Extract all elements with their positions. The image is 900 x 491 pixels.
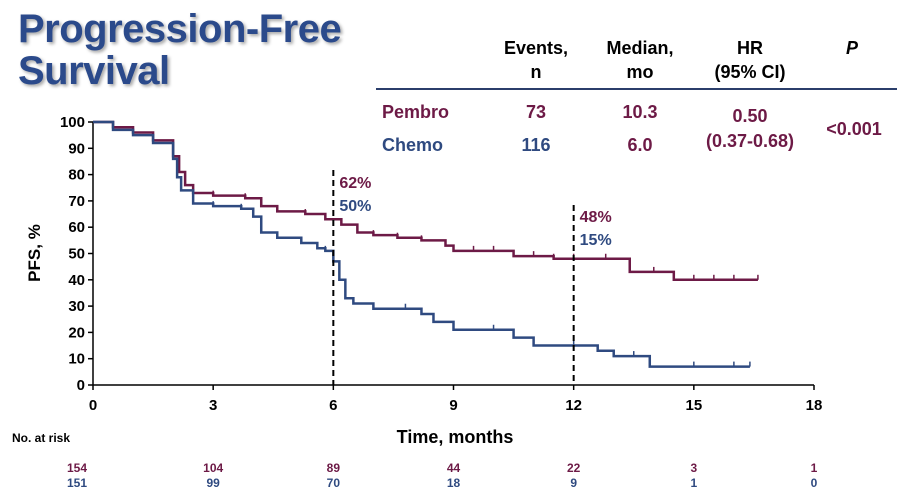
at-risk-pembro-9: 44	[446, 461, 461, 475]
series-pembro-curve	[93, 120, 758, 282]
at-risk-chemo-18: 0	[810, 476, 818, 490]
at-risk-pembro-15: 3	[690, 461, 698, 475]
y-tick-label: 90	[68, 140, 85, 157]
y-tick-label: 10	[68, 351, 85, 368]
at-risk-chemo-12: 9	[570, 476, 577, 490]
at-risk-pembro-3: 104	[203, 461, 224, 475]
row-pembro-median: 10.3	[622, 102, 658, 122]
x-tick-label: 6	[329, 397, 337, 414]
at-risk-chemo-15: 1	[690, 476, 698, 490]
row-chemo-arm: Chemo	[382, 135, 444, 155]
hr-value: 0.50	[732, 106, 768, 126]
tick-layer: 0 10 20 30 40 50 60 70 80 90 100 0 3 6 9 12 15 18	[60, 114, 822, 414]
y-tick-label: 40	[68, 272, 85, 289]
landmark-label: 15%	[580, 232, 612, 249]
y-tick-label: 60	[68, 219, 85, 236]
x-tick-label: 18	[806, 397, 823, 414]
at-risk-pembro-18: 1	[810, 461, 818, 475]
x-tick-label: 15	[685, 397, 702, 414]
header-median: Median, mo	[606, 38, 674, 82]
header-p: P	[845, 38, 858, 58]
row-pembro-events: 73	[525, 102, 547, 122]
y-tick-label: 30	[68, 298, 85, 315]
annotation-layer: 62% 50% 48% 15%	[332, 170, 612, 385]
series-chemo-curve	[93, 120, 750, 368]
row-pembro-arm: Pembro	[382, 102, 450, 122]
x-tick-label: 12	[565, 397, 582, 414]
y-axis-label: PFS, %	[25, 224, 44, 282]
at-risk-chemo-6: 70	[326, 476, 340, 490]
y-tick-label: 50	[68, 246, 85, 263]
at-risk-pembro-6: 89	[326, 461, 340, 475]
title-line-1: Progression-Free	[18, 7, 342, 51]
y-tick-label: 0	[77, 377, 85, 394]
x-tick-label: 9	[449, 397, 457, 414]
row-chemo-median: 6.0	[627, 135, 653, 155]
row-chemo-events: 116	[521, 135, 551, 155]
header-hr: HR (95% CI)	[714, 38, 786, 82]
at-risk-chemo-0: 151	[66, 476, 88, 490]
p-value: <0.001	[826, 119, 882, 139]
landmark-label: 50%	[339, 198, 371, 215]
at-risk-chemo-9: 18	[446, 476, 461, 490]
landmark-label: 48%	[580, 209, 612, 226]
hr-ci: (0.37-0.68)	[705, 131, 795, 151]
at-risk-pembro-0: 154	[66, 461, 88, 475]
landmark-label: 62%	[339, 175, 371, 192]
y-tick-label: 70	[68, 193, 85, 210]
y-tick-label: 20	[68, 324, 85, 341]
at-risk-pembro-12: 22	[566, 461, 581, 475]
header-events: Events, n	[503, 38, 569, 82]
at-risk-chemo-3: 99	[206, 476, 220, 490]
chart-title: Progression-Free Survival	[18, 7, 342, 93]
x-tick-label: 3	[209, 397, 217, 414]
x-axis-label: Time, months	[397, 427, 514, 447]
x-tick-label: 0	[89, 397, 97, 414]
y-tick-label: 80	[68, 167, 85, 184]
curve-layer	[93, 120, 759, 368]
y-tick-label: 100	[60, 114, 85, 131]
table-divider	[376, 88, 897, 90]
title-line-2: Survival	[18, 49, 170, 93]
at-risk-label: No. at risk	[12, 431, 71, 445]
